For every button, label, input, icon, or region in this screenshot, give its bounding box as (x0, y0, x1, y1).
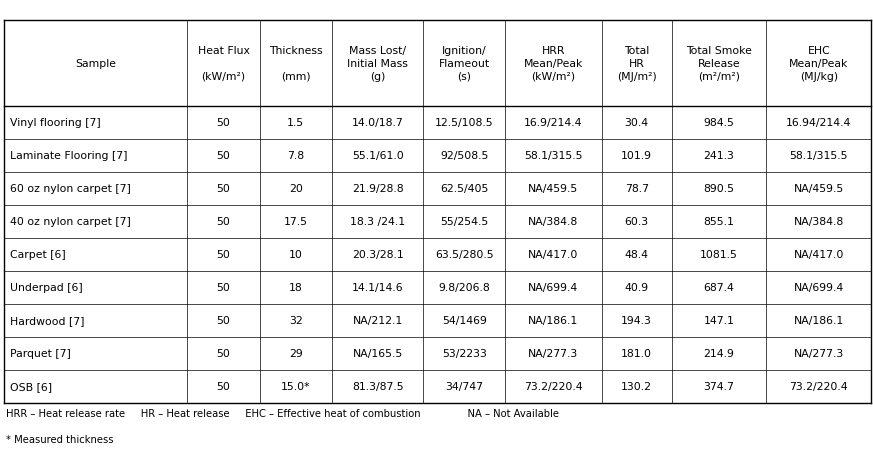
Text: 48.4: 48.4 (625, 250, 649, 260)
Text: 20.3/28.1: 20.3/28.1 (352, 250, 403, 260)
Text: 16.9/214.4: 16.9/214.4 (524, 118, 582, 128)
Text: 194.3: 194.3 (622, 315, 652, 325)
Text: NA/417.0: NA/417.0 (794, 250, 844, 260)
Text: 14.1/14.6: 14.1/14.6 (352, 282, 403, 293)
Text: 32: 32 (289, 315, 303, 325)
Text: Parquet [7]: Parquet [7] (10, 349, 71, 358)
Text: Thickness

(mm): Thickness (mm) (269, 45, 322, 82)
Text: 130.2: 130.2 (622, 382, 652, 391)
Text: 16.94/214.4: 16.94/214.4 (786, 118, 851, 128)
Text: Laminate Flooring [7]: Laminate Flooring [7] (10, 151, 127, 161)
Text: 62.5/405: 62.5/405 (440, 184, 489, 194)
Text: Vinyl flooring [7]: Vinyl flooring [7] (10, 118, 100, 128)
Text: NA/417.0: NA/417.0 (528, 250, 579, 260)
Text: 241.3: 241.3 (704, 151, 734, 161)
Text: 12.5/108.5: 12.5/108.5 (435, 118, 493, 128)
Text: 50: 50 (217, 282, 230, 293)
Text: 7.8: 7.8 (287, 151, 305, 161)
Text: 214.9: 214.9 (704, 349, 734, 358)
Text: 21.9/28.8: 21.9/28.8 (352, 184, 403, 194)
Text: 40 oz nylon carpet [7]: 40 oz nylon carpet [7] (10, 217, 130, 227)
Text: NA/699.4: NA/699.4 (794, 282, 844, 293)
Text: Underpad [6]: Underpad [6] (10, 282, 82, 293)
Text: Mass Lost/
Initial Mass
(g): Mass Lost/ Initial Mass (g) (347, 45, 408, 82)
Text: NA/459.5: NA/459.5 (528, 184, 579, 194)
Text: Ignition/
Flameout
(s): Ignition/ Flameout (s) (439, 45, 490, 82)
Text: 58.1/315.5: 58.1/315.5 (524, 151, 582, 161)
Text: Total
HR
(MJ/m²): Total HR (MJ/m²) (617, 45, 656, 82)
Text: 30.4: 30.4 (625, 118, 649, 128)
Text: 34/747: 34/747 (445, 382, 484, 391)
Text: 1081.5: 1081.5 (700, 250, 738, 260)
Text: 40.9: 40.9 (625, 282, 649, 293)
Text: 81.3/87.5: 81.3/87.5 (352, 382, 403, 391)
Text: 374.7: 374.7 (704, 382, 734, 391)
Text: 50: 50 (217, 315, 230, 325)
Text: 687.4: 687.4 (704, 282, 734, 293)
Text: EHC
Mean/Peak
(MJ/kg): EHC Mean/Peak (MJ/kg) (789, 45, 849, 82)
Text: Hardwood [7]: Hardwood [7] (10, 315, 84, 325)
Text: Carpet [6]: Carpet [6] (10, 250, 65, 260)
Text: 50: 50 (217, 349, 230, 358)
Text: 50: 50 (217, 382, 230, 391)
Text: NA/459.5: NA/459.5 (794, 184, 844, 194)
Text: 73.2/220.4: 73.2/220.4 (524, 382, 582, 391)
Text: NA/186.1: NA/186.1 (528, 315, 579, 325)
Text: Sample: Sample (75, 59, 116, 69)
Text: OSB [6]: OSB [6] (10, 382, 52, 391)
Text: 50: 50 (217, 250, 230, 260)
Text: 58.1/315.5: 58.1/315.5 (789, 151, 848, 161)
Text: * Measured thickness: * Measured thickness (6, 434, 113, 444)
Text: 92/508.5: 92/508.5 (440, 151, 489, 161)
Text: 1.5: 1.5 (287, 118, 305, 128)
Text: 101.9: 101.9 (622, 151, 652, 161)
Text: 890.5: 890.5 (704, 184, 734, 194)
Text: 181.0: 181.0 (622, 349, 652, 358)
Text: HRR
Mean/Peak
(kW/m²): HRR Mean/Peak (kW/m²) (524, 45, 583, 82)
Text: 60 oz nylon carpet [7]: 60 oz nylon carpet [7] (10, 184, 130, 194)
Text: 10: 10 (289, 250, 303, 260)
Text: Heat Flux

(kW/m²): Heat Flux (kW/m²) (197, 45, 250, 82)
Text: 73.2/220.4: 73.2/220.4 (789, 382, 848, 391)
Text: 9.8/206.8: 9.8/206.8 (438, 282, 490, 293)
Text: NA/277.3: NA/277.3 (794, 349, 844, 358)
Text: 147.1: 147.1 (704, 315, 734, 325)
Text: 60.3: 60.3 (625, 217, 649, 227)
Text: NA/384.8: NA/384.8 (528, 217, 579, 227)
Text: 55/254.5: 55/254.5 (440, 217, 488, 227)
Text: 63.5/280.5: 63.5/280.5 (435, 250, 493, 260)
Text: 17.5: 17.5 (284, 217, 308, 227)
Text: 29: 29 (289, 349, 303, 358)
Text: NA/384.8: NA/384.8 (794, 217, 844, 227)
Text: 50: 50 (217, 217, 230, 227)
Text: 53/2233: 53/2233 (442, 349, 487, 358)
Text: HRR – Heat release rate     HR – Heat release     EHC – Effective heat of combus: HRR – Heat release rate HR – Heat releas… (6, 408, 559, 419)
Text: 18: 18 (289, 282, 303, 293)
Text: 50: 50 (217, 151, 230, 161)
Text: NA/165.5: NA/165.5 (353, 349, 402, 358)
Text: 855.1: 855.1 (704, 217, 734, 227)
Text: 55.1/61.0: 55.1/61.0 (352, 151, 403, 161)
Text: NA/699.4: NA/699.4 (528, 282, 579, 293)
Text: 984.5: 984.5 (704, 118, 734, 128)
Text: 15.0*: 15.0* (281, 382, 311, 391)
Text: 50: 50 (217, 118, 230, 128)
Text: 14.0/18.7: 14.0/18.7 (352, 118, 403, 128)
Text: 18.3 /24.1: 18.3 /24.1 (350, 217, 405, 227)
Text: NA/277.3: NA/277.3 (528, 349, 579, 358)
Text: NA/186.1: NA/186.1 (794, 315, 844, 325)
Text: Total Smoke
Release
(m²/m²): Total Smoke Release (m²/m²) (686, 45, 752, 82)
Text: NA/212.1: NA/212.1 (353, 315, 402, 325)
Text: 54/1469: 54/1469 (442, 315, 487, 325)
Text: 20: 20 (289, 184, 303, 194)
Text: 50: 50 (217, 184, 230, 194)
Text: 78.7: 78.7 (625, 184, 649, 194)
